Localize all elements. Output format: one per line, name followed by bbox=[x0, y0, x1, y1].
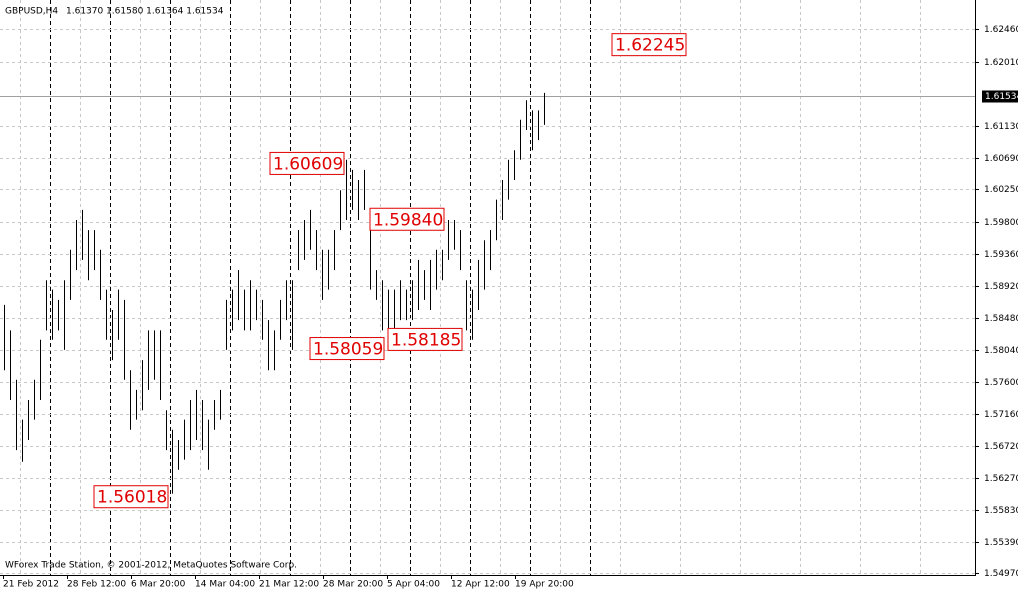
price-label-box bbox=[309, 337, 385, 361]
price-label: 1.62245 bbox=[615, 36, 685, 56]
price-label-box bbox=[269, 151, 345, 175]
price-label-box bbox=[369, 207, 445, 231]
quote: 1.61370 1.61580 1.61364 1.61534 bbox=[66, 7, 224, 17]
grid bbox=[0, 0, 975, 575]
x-tick-label: 6 Mar 20:00 bbox=[131, 580, 186, 590]
y-tick-label: 1.60250 bbox=[984, 185, 1018, 195]
price-label: 1.58185 bbox=[391, 330, 461, 350]
price-label: 1.58059 bbox=[313, 340, 383, 360]
price-label: 1.56018 bbox=[97, 488, 167, 508]
price-label: 1.60609 bbox=[273, 154, 343, 174]
price-label-box bbox=[611, 33, 687, 57]
footer: WForex Trade Station, © 2001-2012, MetaQ… bbox=[5, 561, 297, 571]
x-tick-label: 5 Apr 04:00 bbox=[387, 580, 440, 590]
y-tick-label: 1.61130 bbox=[984, 122, 1018, 132]
x-tick-label: 19 Apr 20:00 bbox=[515, 580, 574, 590]
y-tick-label: 1.57600 bbox=[984, 378, 1018, 388]
y-tick-label: 1.55830 bbox=[984, 506, 1018, 516]
y-tick-label: 1.60690 bbox=[984, 154, 1018, 164]
y-tick-label: 1.57160 bbox=[984, 410, 1018, 420]
y-tick-label: 1.58480 bbox=[984, 314, 1018, 324]
x-tick-label: 28 Mar 20:00 bbox=[323, 580, 383, 590]
x-tick-label: 21 Mar 12:00 bbox=[259, 580, 319, 590]
y-tick-label: 1.58040 bbox=[984, 346, 1018, 356]
price-label-box bbox=[93, 485, 169, 509]
y-tick-label: 1.59800 bbox=[984, 218, 1018, 228]
price-label-box bbox=[387, 327, 463, 351]
y-tick-label: 1.56270 bbox=[984, 474, 1018, 484]
y-tick-label: 1.55390 bbox=[984, 538, 1018, 548]
y-tick-label: 1.58920 bbox=[984, 282, 1018, 292]
x-tick-label: 28 Feb 12:00 bbox=[67, 580, 126, 590]
price-label: 1.59840 bbox=[373, 210, 443, 230]
last-price-box bbox=[982, 90, 1018, 103]
y-tick-label: 1.59360 bbox=[984, 250, 1018, 260]
y-tick-label: 1.54970 bbox=[984, 569, 1018, 579]
y-tick-label: 1.62010 bbox=[984, 58, 1018, 68]
x-tick-label: 21 Feb 2012 bbox=[3, 580, 59, 590]
x-tick-label: 14 Mar 04:00 bbox=[195, 580, 255, 590]
symbol: GBPUSD,H4 bbox=[5, 7, 58, 17]
y-tick-label: 1.56720 bbox=[984, 442, 1018, 452]
x-tick-label: 12 Apr 12:00 bbox=[451, 580, 510, 590]
y-tick-label: 1.62460 bbox=[984, 25, 1018, 35]
last-price-label: 1.61534 bbox=[985, 92, 1018, 102]
